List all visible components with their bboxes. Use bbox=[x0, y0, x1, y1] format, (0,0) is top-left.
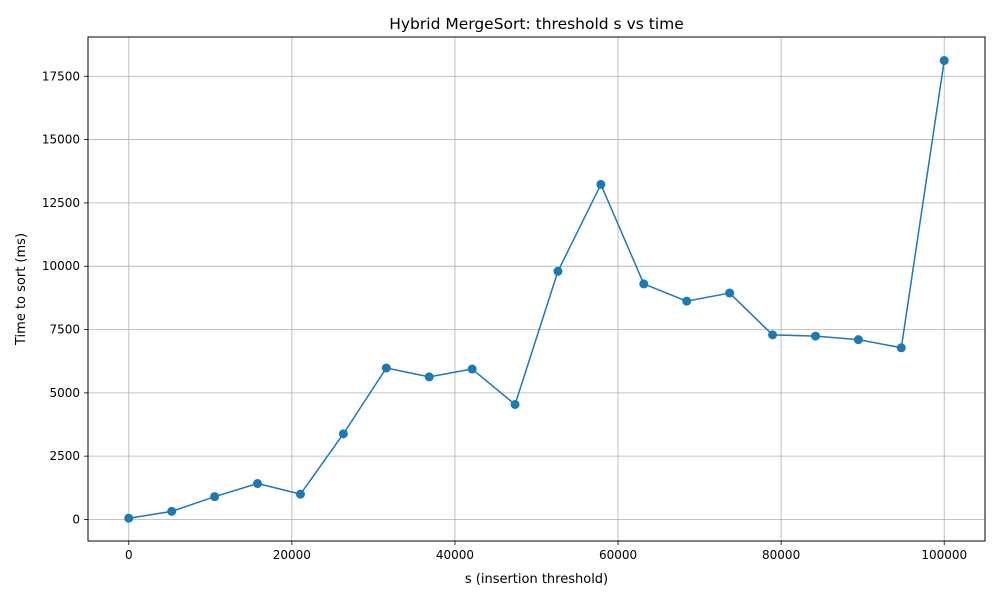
y-tick-label: 10000 bbox=[42, 259, 80, 273]
y-axis-label: Time to sort (ms) bbox=[14, 233, 29, 346]
x-axis-label: s (insertion threshold) bbox=[465, 572, 608, 587]
data-point bbox=[381, 363, 391, 373]
x-tick-label: 40000 bbox=[436, 548, 474, 562]
data-point bbox=[768, 330, 778, 340]
y-axis-ticks: 0 2500 5000 7500 10000 12500 15000 17500 bbox=[42, 69, 88, 526]
x-tick-label: 20000 bbox=[273, 548, 311, 562]
data-point bbox=[725, 288, 735, 298]
data-point bbox=[810, 331, 820, 341]
x-axis-ticks: 0 20000 40000 60000 80000 100000 bbox=[125, 541, 967, 562]
data-point bbox=[167, 506, 177, 516]
series-layer bbox=[124, 56, 949, 523]
y-tick-label: 17500 bbox=[42, 69, 80, 83]
data-point bbox=[510, 399, 520, 409]
y-tick-label: 12500 bbox=[42, 196, 80, 210]
data-point bbox=[939, 56, 949, 66]
x-tick-label: 60000 bbox=[599, 548, 637, 562]
data-point bbox=[210, 492, 220, 502]
chart-title: Hybrid MergeSort: threshold s vs time bbox=[389, 15, 684, 33]
data-point bbox=[639, 279, 649, 289]
series-line bbox=[128, 60, 945, 519]
data-point bbox=[338, 429, 348, 439]
plot-frame bbox=[87, 36, 986, 542]
x-tick-label: 0 bbox=[125, 548, 133, 562]
x-tick-label: 100000 bbox=[921, 548, 967, 562]
data-point bbox=[424, 372, 434, 382]
data-point bbox=[553, 266, 563, 276]
data-point bbox=[896, 343, 906, 353]
grid bbox=[88, 37, 985, 541]
data-point bbox=[467, 364, 477, 374]
data-point bbox=[295, 489, 305, 499]
data-point bbox=[853, 335, 863, 345]
y-tick-label: 0 bbox=[72, 512, 80, 526]
y-tick-label: 2500 bbox=[49, 449, 80, 463]
data-point bbox=[253, 479, 263, 489]
x-tick-label: 80000 bbox=[762, 548, 800, 562]
data-point bbox=[124, 513, 134, 523]
data-point bbox=[682, 296, 692, 306]
y-tick-label: 15000 bbox=[42, 133, 80, 147]
data-point bbox=[596, 179, 606, 189]
y-tick-label: 5000 bbox=[49, 386, 80, 400]
y-tick-label: 7500 bbox=[49, 323, 80, 337]
